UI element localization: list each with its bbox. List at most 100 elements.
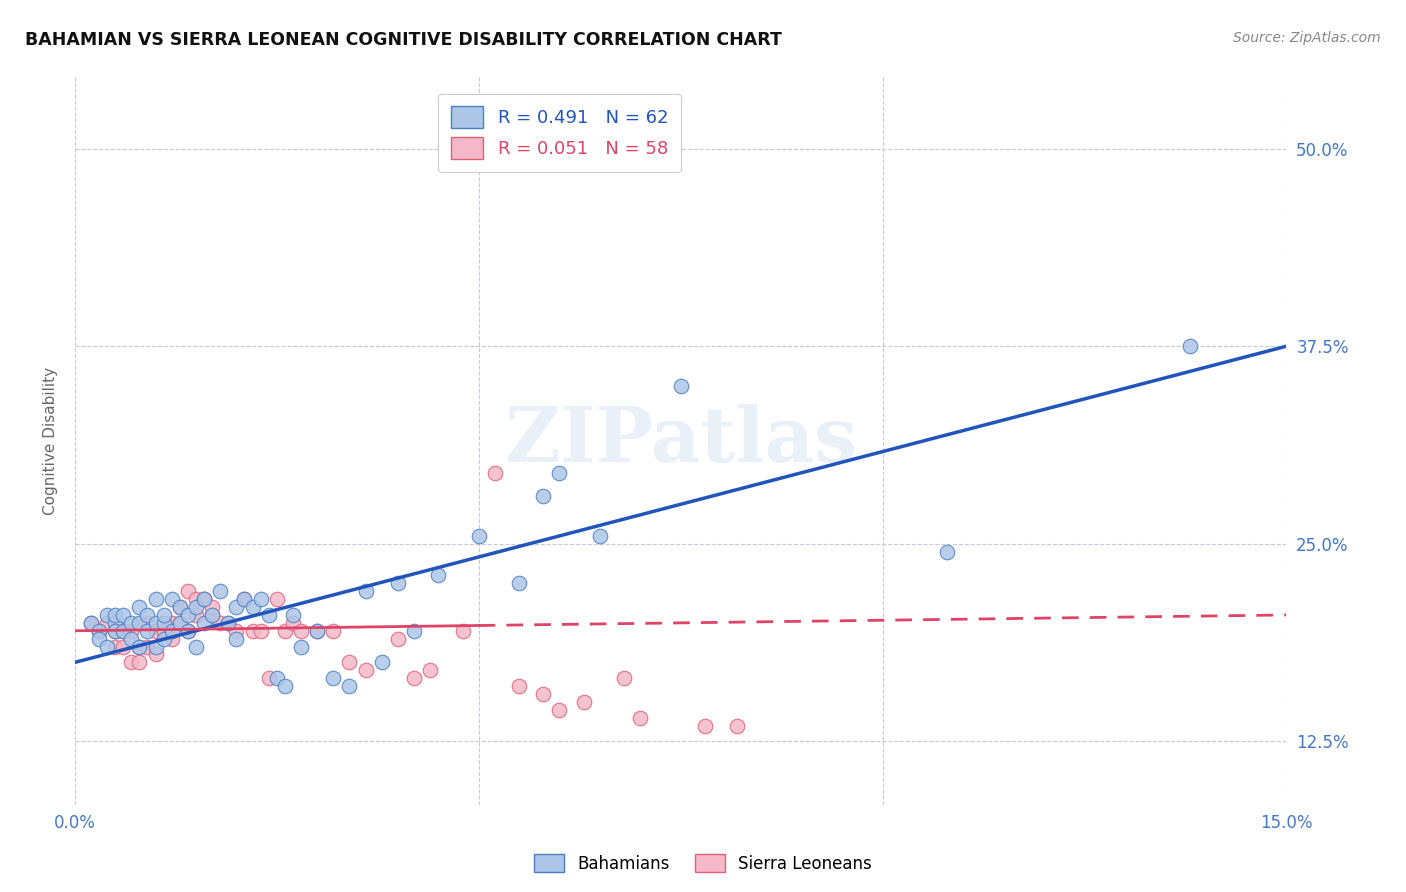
Point [354, 663, 377, 677]
Point [201, 607, 224, 622]
Point [87, 624, 110, 638]
Point [128, 640, 150, 654]
Point [169, 600, 191, 615]
Point [266, 592, 288, 607]
Point [225, 624, 247, 638]
Point [249, 592, 271, 607]
Point [249, 624, 271, 638]
Point [531, 687, 554, 701]
Point [225, 600, 247, 615]
Point [169, 600, 191, 615]
Point [120, 624, 142, 638]
Point [136, 615, 159, 630]
Point [152, 624, 174, 638]
Point [160, 615, 183, 630]
Point [354, 584, 377, 599]
Point [152, 632, 174, 646]
Point [193, 592, 215, 607]
Point [87, 632, 110, 646]
Point [209, 584, 232, 599]
Point [1178, 339, 1201, 353]
Point [233, 592, 256, 607]
Point [169, 615, 191, 630]
Point [112, 607, 135, 622]
Point [184, 607, 207, 622]
Text: BAHAMIAN VS SIERRA LEONEAN COGNITIVE DISABILITY CORRELATION CHART: BAHAMIAN VS SIERRA LEONEAN COGNITIVE DIS… [25, 31, 782, 49]
Point [225, 632, 247, 646]
Point [136, 640, 159, 654]
Point [322, 671, 344, 685]
Text: ZIPatlas: ZIPatlas [505, 404, 858, 478]
Point [136, 607, 159, 622]
Point [484, 466, 506, 480]
Point [531, 489, 554, 503]
Y-axis label: Cognitive Disability: Cognitive Disability [44, 367, 58, 515]
Point [193, 615, 215, 630]
Point [257, 671, 280, 685]
Point [467, 529, 489, 543]
Point [290, 640, 312, 654]
Point [257, 607, 280, 622]
Point [112, 624, 135, 638]
Point [136, 624, 159, 638]
Point [217, 615, 239, 630]
Point [281, 607, 304, 622]
Point [169, 615, 191, 630]
Point [145, 592, 167, 607]
Point [572, 695, 595, 709]
Point [402, 671, 425, 685]
Point [145, 624, 167, 638]
Point [693, 718, 716, 732]
Point [145, 640, 167, 654]
Point [160, 592, 183, 607]
Point [339, 656, 361, 670]
Point [508, 576, 530, 591]
Point [177, 607, 200, 622]
Point [87, 624, 110, 638]
Point [112, 624, 135, 638]
Point [548, 703, 571, 717]
Point [193, 592, 215, 607]
Point [387, 632, 409, 646]
Point [508, 679, 530, 693]
Point [120, 656, 142, 670]
Point [217, 615, 239, 630]
Point [589, 529, 612, 543]
Point [266, 671, 288, 685]
Point [104, 615, 127, 630]
Point [104, 624, 127, 638]
Point [184, 640, 207, 654]
Point [628, 711, 651, 725]
Point [96, 615, 118, 630]
Point [427, 568, 450, 582]
Legend: Bahamians, Sierra Leoneans: Bahamians, Sierra Leoneans [527, 847, 879, 880]
Point [160, 624, 183, 638]
Point [387, 576, 409, 591]
Point [177, 624, 200, 638]
Point [152, 615, 174, 630]
Point [209, 615, 232, 630]
Point [307, 624, 329, 638]
Point [274, 624, 297, 638]
Point [177, 624, 200, 638]
Point [104, 624, 127, 638]
Point [104, 640, 127, 654]
Point [177, 584, 200, 599]
Text: Source: ZipAtlas.com: Source: ZipAtlas.com [1233, 31, 1381, 45]
Point [128, 640, 150, 654]
Point [145, 648, 167, 662]
Point [120, 615, 142, 630]
Point [80, 615, 103, 630]
Point [152, 624, 174, 638]
Point [184, 600, 207, 615]
Point [96, 640, 118, 654]
Point [184, 592, 207, 607]
Point [120, 632, 142, 646]
Legend: R = 0.491   N = 62, R = 0.051   N = 58: R = 0.491 N = 62, R = 0.051 N = 58 [439, 94, 681, 172]
Point [80, 615, 103, 630]
Point [613, 671, 636, 685]
Point [104, 607, 127, 622]
Point [201, 600, 224, 615]
Point [242, 624, 264, 638]
Point [112, 640, 135, 654]
